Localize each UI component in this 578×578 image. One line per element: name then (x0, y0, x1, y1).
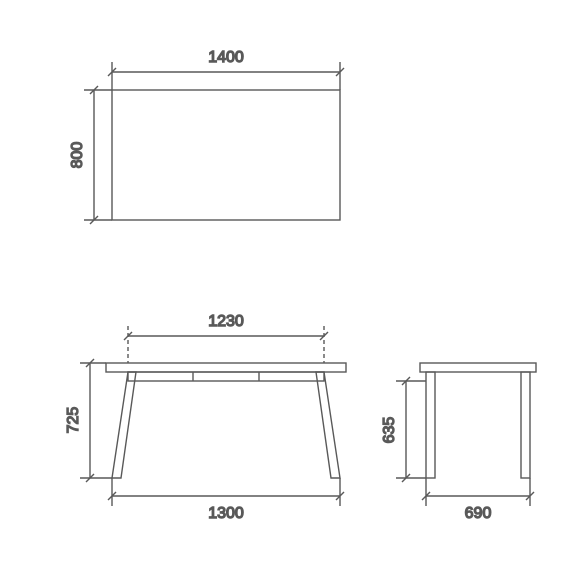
dim-front-inner-label: 1230 (208, 313, 244, 330)
dim-side-clearance-label: 635 (381, 417, 398, 444)
dim-front-base-label: 1300 (208, 505, 244, 522)
front-view (106, 363, 346, 478)
dim-top-depth (84, 86, 112, 224)
technical-drawing: 1400 800 (0, 0, 578, 578)
dim-side-base (422, 478, 534, 506)
dim-side-clearance (396, 377, 426, 482)
top-view-rect (112, 90, 340, 220)
dim-front-base (108, 478, 344, 506)
dim-front-inner (124, 326, 328, 363)
side-view (420, 363, 536, 478)
dim-front-height (80, 359, 112, 482)
dim-front-height-label: 725 (65, 407, 82, 434)
dim-top-depth-label: 800 (69, 142, 86, 169)
dim-top-width-label: 1400 (208, 49, 244, 66)
dim-side-base-label: 690 (465, 505, 492, 522)
